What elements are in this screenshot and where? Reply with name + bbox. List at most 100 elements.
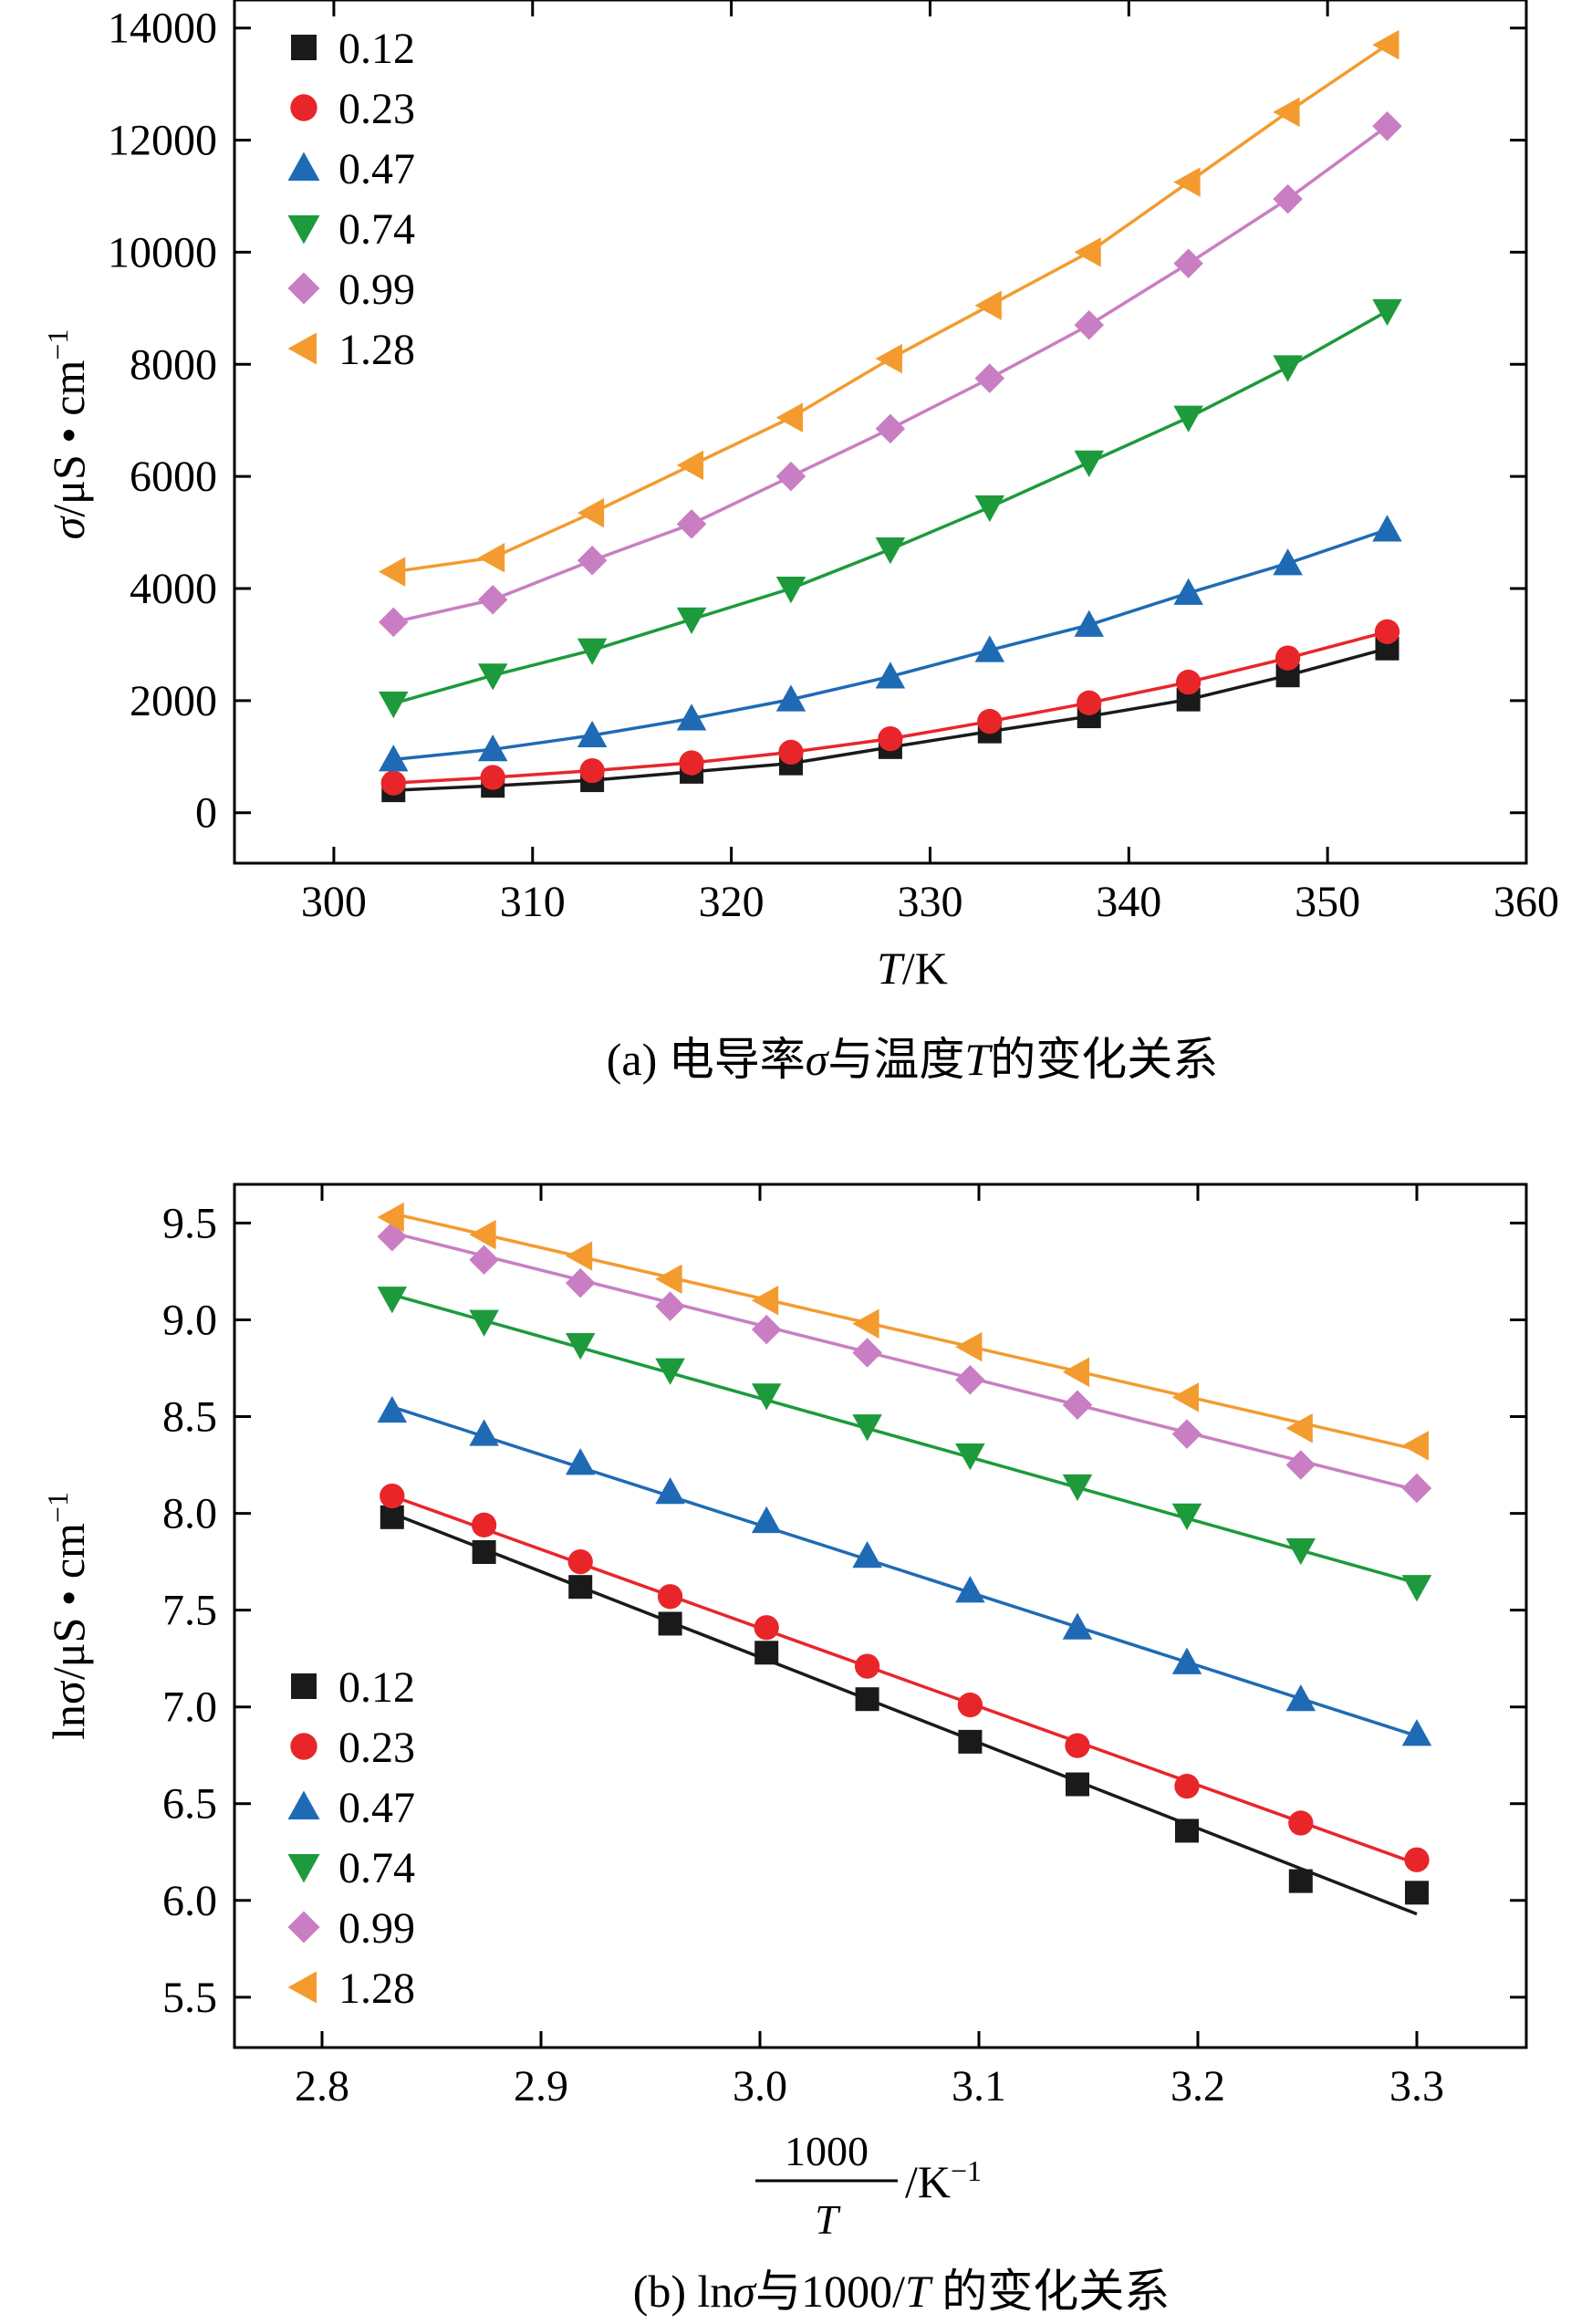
data-point bbox=[1062, 1390, 1093, 1421]
x-tick-label: 3.0 bbox=[733, 2062, 787, 2110]
data-point bbox=[1404, 1847, 1430, 1872]
data-point bbox=[977, 708, 1003, 735]
legend-label: 1.28 bbox=[338, 326, 415, 374]
data-point bbox=[1372, 515, 1402, 542]
data-point bbox=[775, 577, 806, 604]
data-point bbox=[878, 725, 903, 752]
legend-item-0.23: 0.23 bbox=[290, 1724, 415, 1772]
data-point bbox=[379, 745, 409, 772]
data-point bbox=[1374, 619, 1400, 644]
x-tick-label: 3.1 bbox=[952, 2062, 1006, 2110]
fit-line-0.99 bbox=[391, 1231, 1418, 1492]
data-point bbox=[477, 585, 508, 615]
data-point bbox=[1273, 355, 1303, 382]
data-point bbox=[1288, 1869, 1313, 1893]
series-1.28 bbox=[377, 1202, 1429, 1461]
series-0.74 bbox=[379, 298, 1402, 719]
data-point bbox=[1288, 1810, 1314, 1836]
x-tick-label: 3.2 bbox=[1170, 2062, 1225, 2110]
data-point bbox=[855, 1687, 879, 1712]
data-point bbox=[477, 735, 508, 762]
legend-label: 0.99 bbox=[338, 266, 415, 314]
data-point bbox=[1285, 1683, 1316, 1712]
data-point bbox=[1174, 1774, 1200, 1799]
x-tick-label: 360 bbox=[1493, 878, 1559, 926]
data-point bbox=[754, 1641, 779, 1665]
data-point bbox=[1173, 405, 1203, 432]
data-point bbox=[377, 1287, 408, 1314]
data-point bbox=[577, 720, 608, 747]
series-line-0.47 bbox=[393, 527, 1389, 762]
legend-marker bbox=[287, 1790, 320, 1819]
legend-marker bbox=[287, 1854, 320, 1883]
legend-label: 0.23 bbox=[338, 85, 415, 133]
legend-marker bbox=[287, 151, 320, 181]
data-point bbox=[471, 1512, 497, 1537]
data-point bbox=[1074, 450, 1104, 478]
data-point bbox=[379, 557, 406, 587]
data-point bbox=[1285, 1537, 1316, 1566]
y-tick-label: 8000 bbox=[130, 340, 217, 389]
data-point bbox=[1074, 237, 1101, 267]
y-tick-label: 7.0 bbox=[162, 1683, 217, 1732]
y-tick-label: 9.0 bbox=[162, 1296, 217, 1344]
data-point bbox=[658, 1611, 682, 1636]
series-0.74 bbox=[377, 1287, 1432, 1602]
legend-item-0.12: 0.12 bbox=[291, 25, 415, 73]
data-point bbox=[379, 607, 409, 638]
data-point bbox=[1171, 1647, 1202, 1674]
panel-b-x-title-unit: /K−1 bbox=[905, 2154, 982, 2207]
y-tick-label: 14000 bbox=[108, 5, 217, 53]
legend-item-0.12: 0.12 bbox=[291, 1663, 415, 1712]
data-point bbox=[1077, 690, 1102, 715]
y-tick-label: 6000 bbox=[130, 453, 217, 501]
data-point bbox=[1173, 248, 1203, 278]
legend-item-0.74: 0.74 bbox=[287, 205, 415, 254]
series-0.12 bbox=[380, 1505, 1429, 1916]
panel-b-series bbox=[377, 1202, 1432, 1916]
data-point bbox=[958, 1729, 983, 1754]
legend-item-0.99: 0.99 bbox=[287, 1904, 415, 1953]
series-1.28 bbox=[379, 29, 1399, 587]
data-point bbox=[1285, 1413, 1313, 1443]
legend-label: 0.23 bbox=[338, 1724, 415, 1772]
data-point bbox=[974, 635, 1005, 662]
y-tick-label: 8.5 bbox=[162, 1393, 217, 1442]
legend-item-0.23: 0.23 bbox=[290, 85, 415, 133]
data-point bbox=[380, 770, 406, 796]
data-point bbox=[1273, 183, 1303, 214]
data-point bbox=[1062, 1357, 1089, 1387]
y-tick-label: 6.5 bbox=[162, 1780, 217, 1829]
data-point bbox=[655, 1291, 685, 1321]
data-point bbox=[875, 662, 906, 689]
legend-marker bbox=[287, 272, 320, 305]
data-point bbox=[567, 1548, 593, 1575]
data-point bbox=[1074, 310, 1104, 340]
panel-a-legend: 0.12 0.23 0.47 0.74 0.99 1.28 bbox=[287, 25, 415, 374]
data-point bbox=[676, 450, 704, 481]
panel-a-caption: (a) 电导率σ与温度T的变化关系 bbox=[607, 1034, 1218, 1085]
data-point bbox=[778, 739, 804, 766]
x-tick-label: 2.9 bbox=[514, 2062, 568, 2110]
series-0.99 bbox=[379, 110, 1402, 638]
fit-line-0.74 bbox=[391, 1293, 1418, 1585]
panel-b-y-axis-title: lnσ/μS • cm−1 bbox=[41, 1492, 94, 1740]
legend-label: 0.12 bbox=[338, 25, 415, 73]
x-tick-label: 3.3 bbox=[1389, 2062, 1444, 2110]
data-point bbox=[775, 684, 806, 712]
data-point bbox=[1372, 298, 1402, 327]
data-point bbox=[469, 1219, 496, 1250]
data-point bbox=[1401, 1575, 1432, 1602]
data-point bbox=[955, 1443, 985, 1471]
data-point bbox=[1176, 669, 1202, 695]
legend-marker bbox=[287, 332, 317, 365]
legend-label: 0.74 bbox=[338, 205, 415, 254]
data-point bbox=[676, 703, 707, 731]
panel-b-ticks: 5.5 6.0 6.5 7.0 7.5 8.0 8.5 9.0 9.5 2.8 2.9 3.0 3.1 3… bbox=[162, 1184, 1526, 2110]
data-point bbox=[775, 461, 806, 492]
series-0.47 bbox=[379, 515, 1402, 772]
legend-item-0.99: 0.99 bbox=[287, 266, 415, 314]
legend-marker bbox=[291, 35, 317, 60]
data-point bbox=[565, 1267, 596, 1298]
